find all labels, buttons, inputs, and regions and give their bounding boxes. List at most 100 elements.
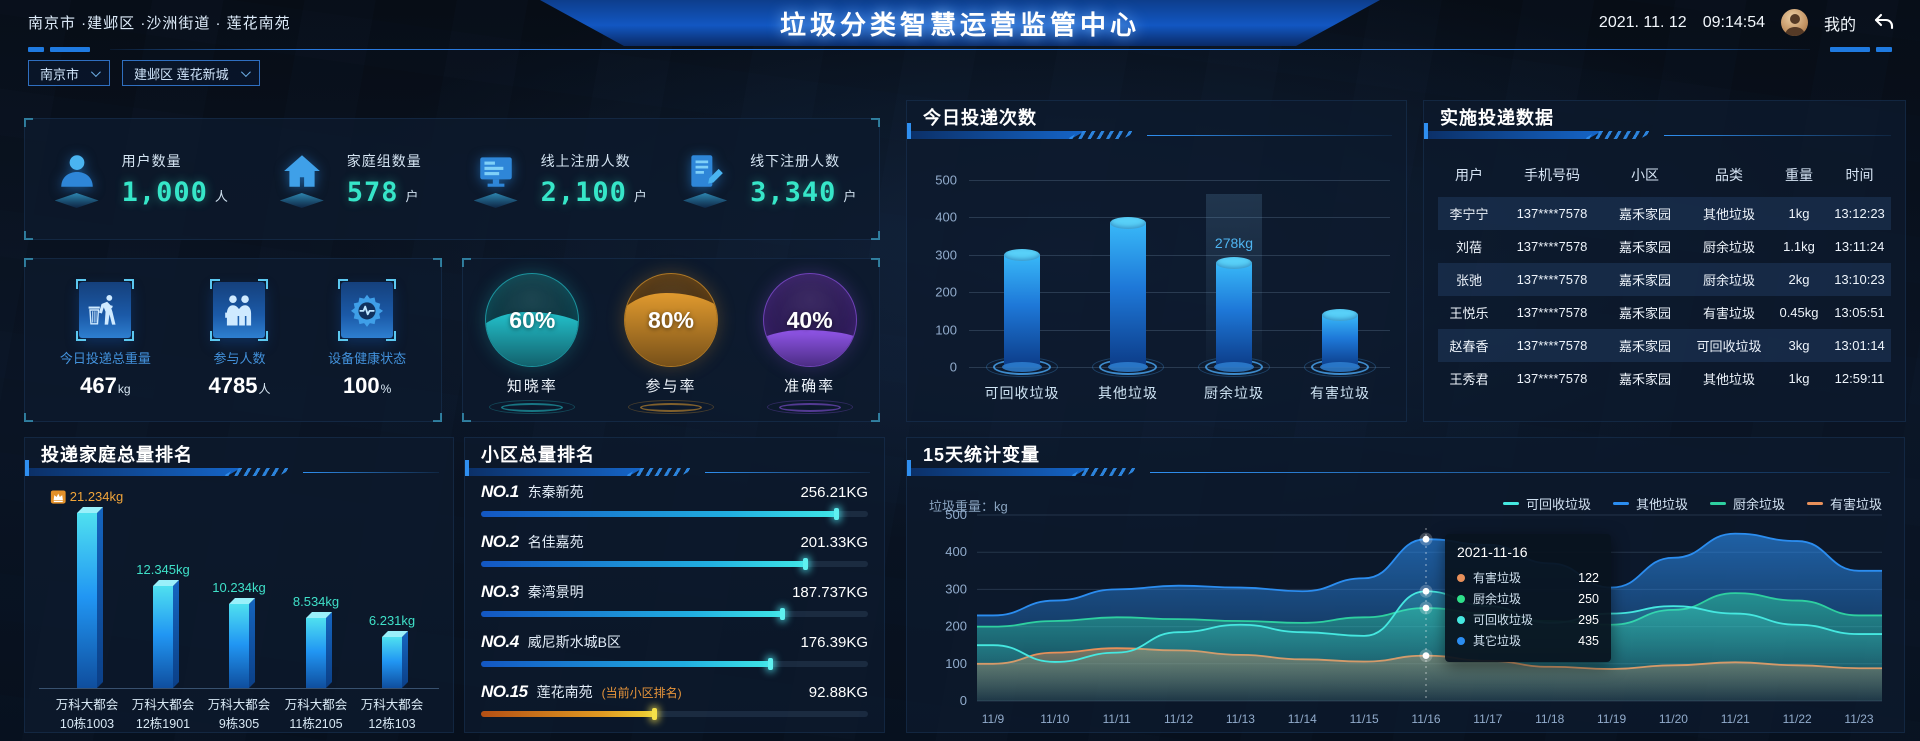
bar-value-text: 21.234kg bbox=[69, 489, 124, 504]
avatar[interactable] bbox=[1780, 9, 1808, 36]
y-gridline bbox=[969, 292, 1390, 294]
rate-value: 60% bbox=[509, 306, 556, 333]
rank-progress-cap bbox=[768, 658, 774, 670]
table-cell: 厨余垃圾 bbox=[1702, 240, 1755, 255]
svg-text:11/11: 11/11 bbox=[1103, 712, 1132, 726]
page-title: 垃圾分类智慧运营监管中心 bbox=[779, 9, 1140, 40]
svg-text:11/9: 11/9 bbox=[982, 712, 1005, 726]
rank-value: 92.88KG bbox=[808, 684, 868, 701]
rank-progress-track bbox=[481, 508, 868, 520]
tooltip-series-name: 有害垃圾 bbox=[1473, 571, 1522, 585]
legend-item[interactable]: 有害垃圾 bbox=[1806, 494, 1882, 513]
family-ranking-panel: 投递家庭总量排名 21.234kg 万科大都会 10栋1003 12.345kg 万科大… bbox=[24, 437, 454, 733]
rank-progress-track bbox=[481, 558, 868, 570]
bar-value-label: 12.345kg bbox=[136, 562, 190, 577]
legend-label: 厨余垃圾 bbox=[1732, 497, 1785, 512]
table-row: 赵春香 137****7578 嘉禾家园 可回收垃圾 3kg 13:01:14 bbox=[1438, 329, 1891, 362]
legend-item[interactable]: 厨余垃圾 bbox=[1709, 494, 1785, 513]
icon-pedestal bbox=[54, 193, 99, 208]
y-gridline bbox=[969, 329, 1390, 331]
bar-value-label: 10.234kg bbox=[212, 580, 266, 595]
stat-value: 1,000 bbox=[121, 176, 208, 208]
panel-title: 投递家庭总量排名 bbox=[25, 441, 207, 476]
panel-title: 小区总量排名 bbox=[465, 441, 609, 476]
category-line1: 万科大都会 bbox=[360, 698, 424, 712]
stat-icon-wrap bbox=[273, 150, 331, 208]
tooltip-series-dot bbox=[1457, 573, 1465, 582]
today-metric-item: 参与人数 4785人 bbox=[209, 278, 270, 399]
legend-item[interactable]: 其他垃圾 bbox=[1612, 494, 1688, 513]
rank-progress-track bbox=[481, 708, 868, 720]
table-cell: 可回收垃圾 bbox=[1696, 339, 1762, 354]
svg-text:400: 400 bbox=[945, 544, 967, 559]
tooltip-row: 可回收垃圾 295 bbox=[1457, 609, 1599, 630]
bar-category-label: 万科大都会 9栋305 bbox=[184, 696, 294, 734]
rate-gauge: 80% 参与率 bbox=[623, 273, 718, 416]
page-title-banner: 垃圾分类智慧运营监管中心 bbox=[540, 0, 1380, 46]
stat-text: 用户数量 1,000 人 bbox=[122, 151, 228, 208]
stat-item: 家庭组数量 578 户 bbox=[243, 150, 453, 208]
ranking-bar bbox=[229, 604, 249, 688]
title-stripes-decor bbox=[1067, 131, 1137, 139]
panel-header: 小区总量排名 bbox=[465, 438, 884, 476]
city-select-value: 南京市 bbox=[40, 66, 80, 82]
category-line1: 万科大都会 bbox=[131, 698, 195, 712]
title-line-decor bbox=[705, 472, 870, 473]
panel-header: 15天统计变量 bbox=[906, 438, 1904, 476]
rank-progress-fill bbox=[481, 608, 785, 620]
table-cell: 其他垃圾 bbox=[1702, 372, 1755, 387]
category-line2: 10栋1003 bbox=[59, 717, 115, 731]
y-gridline bbox=[969, 180, 1390, 181]
bar-annotation: 278kg bbox=[1214, 235, 1254, 251]
table-cell: 1.1kg bbox=[1783, 239, 1815, 254]
table-cell: 13:12:23 bbox=[1834, 206, 1885, 221]
rank-row-meta: NO.3 秦湾景明 187.737KG bbox=[481, 582, 868, 602]
bar-value-label: 21.234kg bbox=[50, 489, 124, 504]
cylinder-base-inner bbox=[1214, 362, 1254, 372]
city-select[interactable]: 南京市 bbox=[28, 60, 111, 86]
profile-link[interactable]: 我的 bbox=[1823, 16, 1856, 34]
back-icon[interactable] bbox=[1872, 11, 1896, 35]
stat-text: 家庭组数量 578 户 bbox=[347, 151, 422, 208]
title-stripes-decor bbox=[625, 468, 695, 476]
rank-value: 201.33KG bbox=[800, 534, 868, 551]
x-category-label: 厨余垃圾 bbox=[1204, 385, 1264, 401]
today-metric-item: 设备健康状态 100% bbox=[328, 278, 406, 399]
table-cell: 嘉禾家园 bbox=[1618, 240, 1671, 255]
bar-category-label: 万科大都会 12栋103 bbox=[337, 696, 447, 734]
column-header: 手机号码 bbox=[1524, 167, 1580, 183]
ripple-rings bbox=[624, 398, 718, 416]
svg-text:11/14: 11/14 bbox=[1288, 712, 1317, 726]
table-cell: 13:10:23 bbox=[1834, 272, 1885, 287]
stats-panel: 用户数量 1,000 人 家庭组数量 578 户 线上注册人数 2,100 户 线下注册人数 3,3… bbox=[24, 118, 880, 240]
legend-item[interactable]: 可回收垃圾 bbox=[1502, 494, 1591, 513]
legend-label: 可回收垃圾 bbox=[1525, 497, 1591, 512]
time-label: 09:14:54 bbox=[1702, 13, 1765, 31]
tooltip-series-value: 435 bbox=[1578, 633, 1599, 648]
liquid-fill bbox=[486, 312, 579, 366]
baseline bbox=[39, 688, 439, 689]
rank-progress-fill bbox=[481, 708, 658, 720]
tooltip-series-value: 122 bbox=[1578, 570, 1599, 585]
x-category-label: 有害垃圾 bbox=[1310, 385, 1370, 401]
svg-text:11/20: 11/20 bbox=[1659, 712, 1688, 726]
table-cell: 王秀君 bbox=[1449, 372, 1489, 387]
cylinder-bar bbox=[1110, 223, 1146, 367]
stat-label: 家庭组数量 bbox=[346, 152, 422, 169]
rate-label: 参与率 bbox=[645, 378, 697, 395]
today-metric-unit: % bbox=[380, 381, 392, 396]
rank-progress-fill bbox=[481, 508, 840, 520]
stat-value-row: 1,000 人 bbox=[122, 177, 228, 208]
rank-row-meta: NO.4 威尼斯水城B区 176.39KG bbox=[481, 632, 868, 652]
community-select[interactable]: 建邺区 莲花新城 bbox=[122, 60, 260, 86]
table-cell: 137****7578 bbox=[1516, 338, 1588, 353]
filter-bar: 南京市 建邺区 莲花新城 bbox=[28, 60, 260, 86]
table-cell: 有害垃圾 bbox=[1702, 306, 1755, 321]
person-silhouette-icon bbox=[1784, 14, 1805, 36]
column-header: 用户 bbox=[1455, 167, 1483, 183]
rate-value: 40% bbox=[786, 306, 833, 333]
ripple-rings bbox=[763, 398, 857, 416]
cylinder-top bbox=[1322, 309, 1358, 321]
title-line-decor bbox=[1664, 135, 1891, 136]
